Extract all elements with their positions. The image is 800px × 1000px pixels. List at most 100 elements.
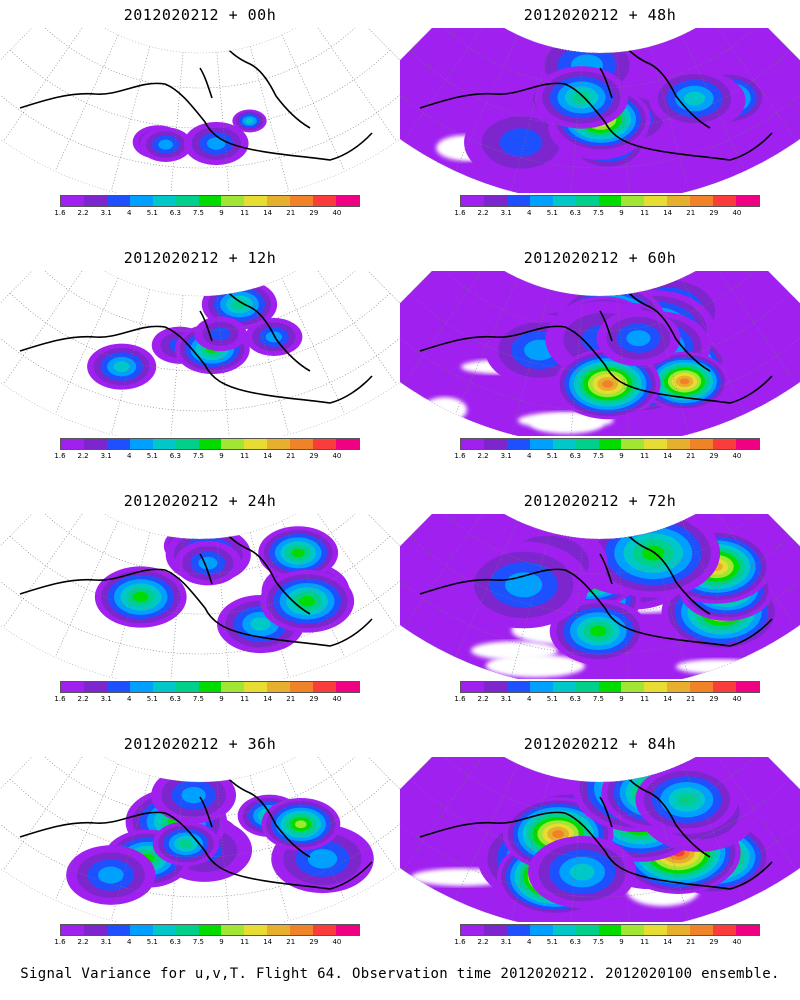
polar-map (400, 271, 800, 436)
colorbar-tick-label: 29 (309, 695, 319, 703)
colorbar-swatch (483, 439, 507, 449)
colorbar-swatch (129, 439, 153, 449)
colorbar-tick-label: 5.1 (546, 695, 558, 703)
colorbar-swatch (152, 925, 176, 935)
variance-contour (626, 330, 651, 347)
colorbar-tick-label: 2.2 (477, 938, 489, 946)
colorbar-tick-label: 1.6 (54, 938, 66, 946)
colorbar-tick-label: 5.1 (546, 452, 558, 460)
colorbar-tick-label: 7.5 (592, 938, 605, 946)
colorbar-labels: 1.6 2.2 3.1 4 5.1 6.3 7.5 9 11 14 21 29 40 (454, 452, 760, 464)
variance-contour (181, 787, 206, 804)
colorbar-tick-label: 21 (286, 695, 296, 703)
map-panel: 2012020212 + 48h 1.6 2.2 3.1 4 5.1 6.3 7.5 9 11 14… (400, 0, 800, 245)
colorbar-tick-label: 40 (732, 695, 742, 703)
colorbar-swatch (290, 196, 314, 206)
colorbar-swatch (83, 439, 107, 449)
meridian-line (249, 46, 289, 192)
colorbar-tick-label: 29 (709, 938, 719, 946)
parallel-line (38, 28, 362, 89)
colorbar-tick-label: 4 (526, 209, 532, 217)
colorbar-tick-label: 1.6 (54, 695, 66, 703)
colorbar-swatch (483, 196, 507, 206)
colorbar-tick-label: 9 (219, 209, 224, 217)
colorbar-tick-label: 2.2 (77, 452, 89, 460)
variance-contour (210, 327, 231, 341)
colorbar-swatch (461, 682, 484, 692)
variance-contour (158, 139, 174, 150)
colorbar-swatch (129, 925, 153, 935)
colorbar-swatch (713, 925, 737, 935)
colorbar-tick-label: 3.1 (500, 452, 512, 460)
colorbar-tick-label: 6.3 (169, 695, 181, 703)
colorbar-tick-label: 14 (263, 209, 273, 217)
colorbar-tick-label: 9 (219, 938, 224, 946)
colorbar-tick-label: 40 (732, 452, 742, 460)
colorbar-swatch (129, 196, 153, 206)
colorbar-tick-label: 29 (309, 209, 319, 217)
colorbar-tick-label: 6.3 (169, 209, 181, 217)
colorbar-swatch (83, 682, 107, 692)
colorbar-tick-label: 5.1 (546, 938, 558, 946)
colorbar-tick-label: 9 (219, 452, 224, 460)
meridian-line (681, 520, 746, 658)
colorbar-swatch (483, 682, 507, 692)
colorbar-tick-label: 29 (709, 452, 719, 460)
colorbar-swatch (244, 196, 268, 206)
colorbar-tick-label: 3.1 (100, 938, 112, 946)
colorbar-tick-label: 9 (619, 452, 624, 460)
colorbar-swatch (244, 925, 268, 935)
colorbar-tick-label: 6.3 (569, 938, 581, 946)
meridian-line (281, 520, 346, 658)
colorbar-swatch (290, 439, 314, 449)
colorbar-swatch (61, 439, 84, 449)
colorbar-labels: 1.6 2.2 3.1 4 5.1 6.3 7.5 9 11 14 21 29 40 (54, 938, 360, 950)
polar-map (400, 757, 800, 922)
colorbar-swatch (690, 925, 714, 935)
parallel-line (38, 757, 362, 818)
colorbar-tick-label: 6.3 (569, 452, 581, 460)
colorbar-tick-label: 11 (640, 938, 650, 946)
parallel-line (409, 535, 791, 615)
colorbar-tick-label: 4 (526, 452, 532, 460)
colorbar (60, 195, 360, 207)
colorbar-swatch (598, 682, 622, 692)
colorbar-tick-label: 29 (709, 695, 719, 703)
colorbar-swatch (313, 439, 337, 449)
colorbar-tick-label: 4 (126, 452, 132, 460)
colorbar-tick-label: 4 (526, 695, 532, 703)
colorbar-tick-label: 3.1 (100, 209, 112, 217)
colorbar-swatch (152, 439, 176, 449)
colorbar-swatch (598, 439, 622, 449)
colorbar-swatch (621, 439, 645, 449)
colorbar-swatch (175, 196, 199, 206)
meridian-line (281, 763, 346, 901)
coastline (19, 39, 373, 161)
colorbar-swatch (152, 196, 176, 206)
colorbar-tick-label: 7.5 (592, 209, 605, 217)
parallel-line (9, 292, 391, 372)
colorbar-tick-label: 4 (126, 209, 132, 217)
meridian-line (454, 277, 519, 415)
meridian-line (403, 514, 490, 628)
colorbar-tick-label: 11 (640, 452, 650, 460)
variance-contour (552, 830, 565, 838)
colorbar-swatch (83, 925, 107, 935)
colorbar-tick-label: 7.5 (192, 209, 205, 217)
colorbar-swatch (621, 925, 645, 935)
meridian-line (710, 757, 797, 871)
variance-contour (179, 839, 193, 849)
meridian-line (616, 295, 631, 436)
variance-contour (198, 556, 218, 570)
colorbar-tick-label: 4 (126, 695, 132, 703)
meridian-line (249, 775, 289, 921)
colorbar-swatch (221, 682, 245, 692)
meridian-line (3, 28, 90, 142)
meridian-line (710, 28, 797, 142)
meridian-line (3, 514, 90, 628)
colorbar-tick-label: 40 (732, 209, 742, 217)
colorbar-swatch (198, 196, 222, 206)
panel-title: 2012020212 + 24h (123, 492, 277, 510)
panel-title: 2012020212 + 00h (123, 6, 277, 24)
colorbar-tick-label: 21 (686, 938, 696, 946)
